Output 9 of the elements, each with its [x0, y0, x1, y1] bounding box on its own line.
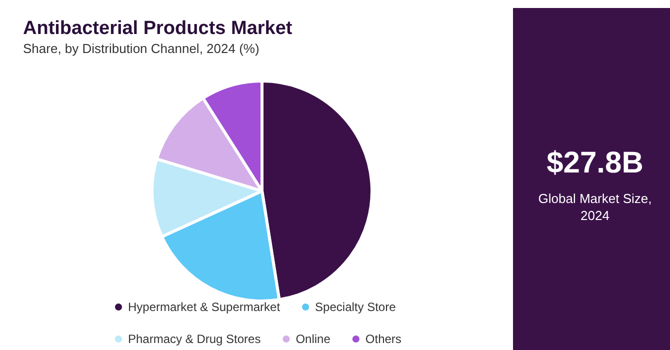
chart-subtitle: Share, by Distribution Channel, 2024 (%)	[23, 41, 260, 56]
legend-label: Pharmacy & Drug Stores	[128, 332, 261, 346]
legend-label: Others	[365, 332, 402, 346]
legend-label: Hypermarket & Supermarket	[128, 300, 281, 314]
chart-title: Antibacterial Products Market	[23, 18, 293, 39]
legend-label: Specialty Store	[315, 300, 396, 314]
text: $27.8B	[546, 146, 644, 180]
text: Global Market Size, 2024	[538, 191, 652, 223]
legend-label: Online	[296, 332, 331, 346]
